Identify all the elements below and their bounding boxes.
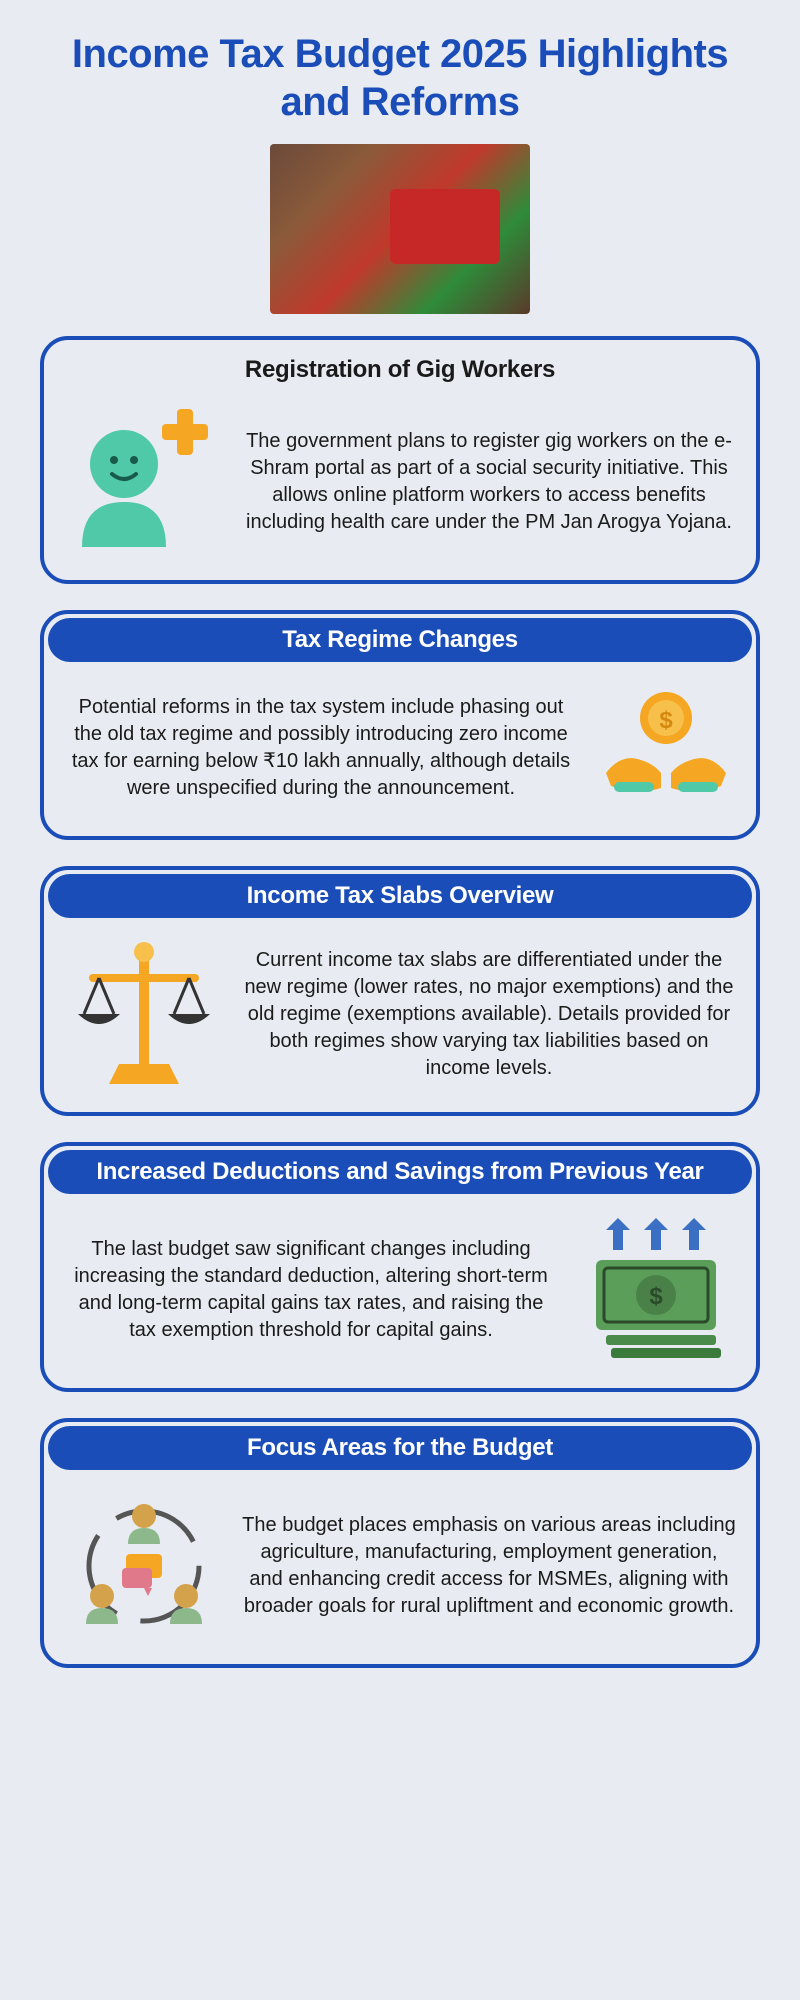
- person-plus-icon: [64, 402, 224, 562]
- scales-icon: [64, 934, 224, 1094]
- card-title: Focus Areas for the Budget: [48, 1426, 752, 1470]
- card-focus-areas: Focus Areas for the Budget The budge: [40, 1418, 760, 1668]
- card-tax-slabs: Income Tax Slabs Overview Current income…: [40, 866, 760, 1116]
- card-body-text: Current income tax slabs are differentia…: [242, 947, 736, 1082]
- card-title: Income Tax Slabs Overview: [48, 874, 752, 918]
- money-up-icon: $: [576, 1210, 736, 1370]
- svg-text:$: $: [659, 707, 673, 734]
- card-title: Tax Regime Changes: [48, 618, 752, 662]
- card-body-text: The government plans to register gig wor…: [242, 428, 736, 536]
- card-body-text: The budget places emphasis on various ar…: [242, 1512, 736, 1620]
- card-deductions: Increased Deductions and Savings from Pr…: [40, 1142, 760, 1392]
- card-title: Registration of Gig Workers: [48, 348, 752, 392]
- card-tax-regime: Tax Regime Changes $ Potential reforms i…: [40, 610, 760, 840]
- card-body-text: The last budget saw significant changes …: [64, 1236, 558, 1344]
- hands-coin-icon: $: [596, 678, 736, 818]
- card-gig-workers: Registration of Gig Workers The governme…: [40, 336, 760, 584]
- page-title: Income Tax Budget 2025 Highlights and Re…: [40, 30, 760, 126]
- card-body-text: Potential reforms in the tax system incl…: [64, 694, 578, 802]
- svg-text:$: $: [649, 1283, 663, 1310]
- hero-image: [270, 144, 530, 314]
- card-title: Increased Deductions and Savings from Pr…: [48, 1150, 752, 1194]
- people-circle-icon: [64, 1486, 224, 1646]
